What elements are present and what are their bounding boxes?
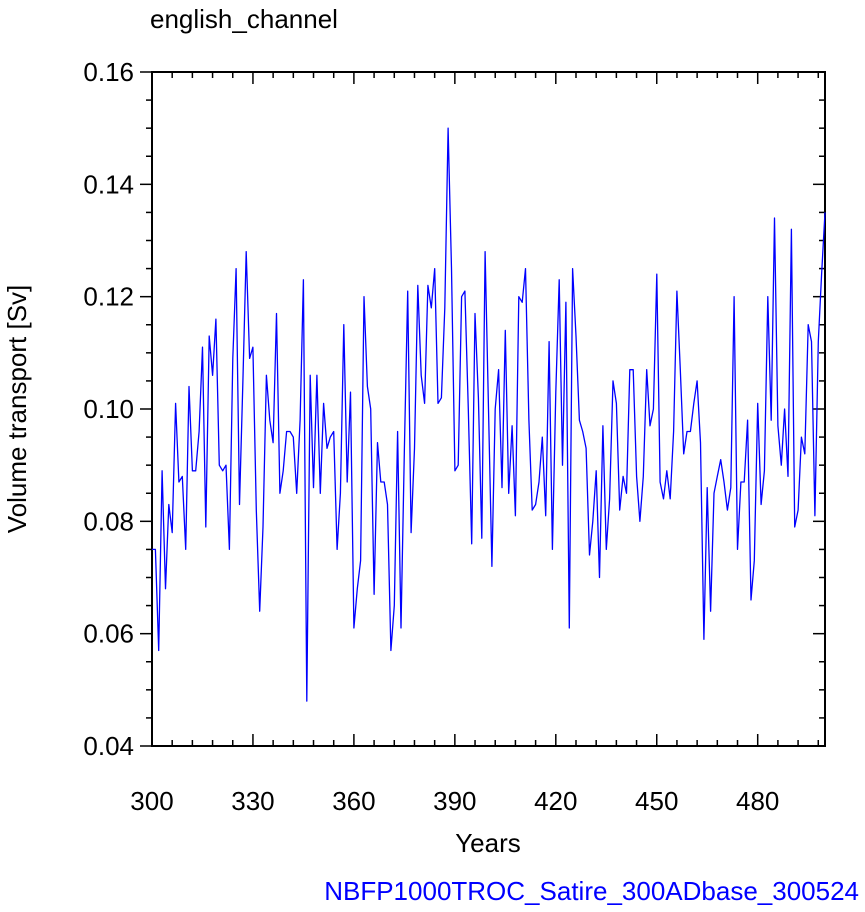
y-tick-label: 0.04 (83, 731, 134, 761)
x-tick-label: 420 (534, 786, 577, 816)
y-tick-label: 0.08 (83, 506, 134, 536)
tick-marks (140, 71, 825, 747)
x-tick-label: 390 (433, 786, 476, 816)
y-tick-label: 0.06 (83, 619, 134, 649)
y-tick-label: 0.16 (83, 57, 134, 87)
x-tick-label: 360 (332, 786, 375, 816)
x-tick-label: 450 (635, 786, 678, 816)
series-layer (152, 127, 826, 702)
x-axis-label: Years (455, 828, 521, 858)
x-tick-label: 480 (736, 786, 779, 816)
chart-title: english_channel (150, 4, 338, 34)
x-tick-label: 330 (231, 786, 274, 816)
footer-caption: NBFP1000TROC_Satire_300ADbase_300524 (324, 876, 859, 906)
y-axis-label: Volume transport [Sv] (2, 285, 32, 534)
y-tick-label: 0.10 (83, 394, 134, 424)
y-tick-label: 0.12 (83, 282, 134, 312)
series-line (152, 127, 826, 702)
x-tick-label: 300 (130, 786, 173, 816)
y-tick-label: 0.14 (83, 169, 134, 199)
y-tick-labels: 0.04 0.06 0.08 0.10 0.12 0.14 0.16 (83, 57, 134, 761)
x-tick-labels: 300 330 360 390 420 450 480 (130, 786, 779, 816)
